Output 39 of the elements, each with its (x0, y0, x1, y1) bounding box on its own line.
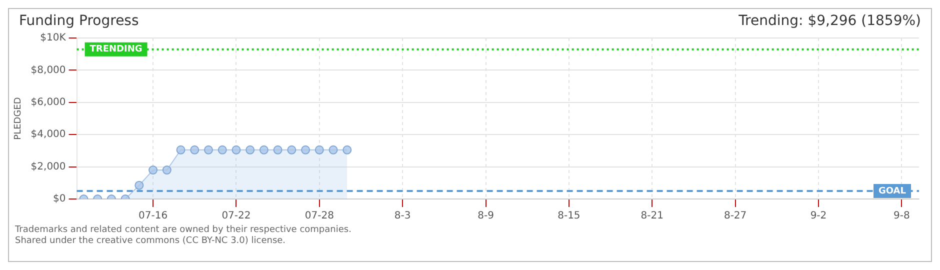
x-tick-label: 9-8 (894, 210, 910, 222)
point (287, 145, 296, 154)
point (314, 145, 324, 154)
x-tick-label: 8-3 (394, 210, 411, 222)
point (246, 145, 255, 154)
x-tick-label: 9-2 (810, 210, 827, 222)
x-tick-label: 07-28 (304, 210, 334, 222)
chart-subtitle: Trending: $9,296 (1859%) (738, 13, 921, 29)
point (273, 145, 282, 154)
y-tick-label: $8,000 (30, 64, 66, 76)
point (162, 166, 172, 175)
point (134, 180, 144, 190)
point (148, 166, 158, 175)
x-tick-label: 07-22 (222, 210, 251, 222)
ref-line-label: TRENDING (90, 44, 142, 55)
point (259, 145, 268, 154)
point (218, 145, 227, 154)
point (190, 145, 200, 154)
x-tick-label: 8-15 (558, 210, 580, 222)
y-tick-label: $6,000 (30, 96, 66, 108)
ref-line-label: GOAL (878, 186, 906, 196)
point (204, 145, 213, 154)
text: Shared under the creative commons (CC BY-NC 3.0) license. (15, 236, 287, 247)
y-tick-label: $10K (40, 32, 66, 44)
x-tick-label: 8-21 (640, 210, 664, 222)
y-tick-label: $0 (53, 194, 66, 205)
point (176, 145, 186, 154)
y-tick-label: $2,000 (30, 161, 66, 172)
chart-title: Funding Progress (19, 13, 139, 29)
y-axis-title: PLEDGED (14, 97, 24, 140)
x-tick-label: 8-27 (724, 210, 747, 222)
point (342, 145, 352, 154)
x-tick-label: 8-9 (478, 210, 494, 222)
text: Trademarks and related content are owned by their respective companies. (15, 225, 352, 236)
y-tick-label: $4,000 (30, 129, 66, 140)
x-tick-label: 07-16 (138, 210, 168, 222)
point (301, 145, 310, 154)
point (232, 145, 241, 154)
point (328, 145, 338, 154)
